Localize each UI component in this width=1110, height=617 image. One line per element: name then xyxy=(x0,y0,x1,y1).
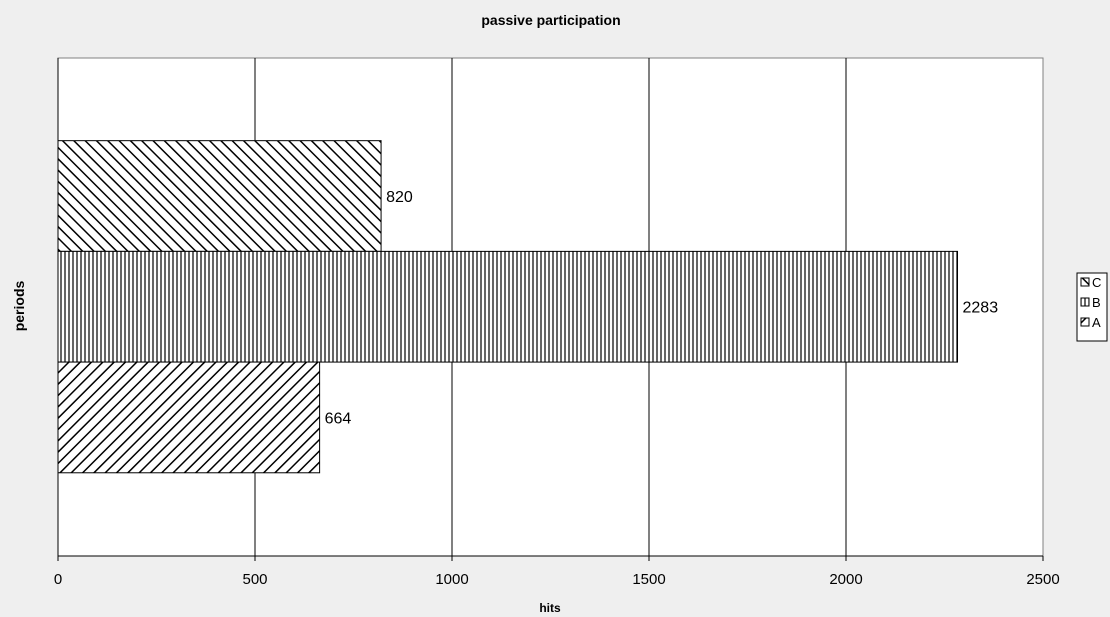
data-label-C: 820 xyxy=(386,189,413,206)
x-tick-label: 2500 xyxy=(1026,571,1059,588)
x-tick-label: 500 xyxy=(242,571,267,588)
bar-C xyxy=(57,140,382,252)
data-labels: 820 2283 664 xyxy=(325,189,999,427)
bars xyxy=(57,140,959,474)
x-axis-ticks: 0 500 1000 1500 2000 2500 xyxy=(54,58,1060,588)
x-tick-label: 0 xyxy=(54,571,62,588)
data-label-B: 2283 xyxy=(963,300,999,317)
bar-B xyxy=(57,250,959,363)
legend-swatch-B xyxy=(1080,297,1090,307)
legend-label-B: B xyxy=(1092,295,1101,310)
y-axis-label: periods xyxy=(11,281,27,332)
chart-title: passive participation xyxy=(481,12,620,28)
legend-label-C: C xyxy=(1092,275,1101,290)
legend: CBA xyxy=(1076,272,1108,342)
x-tick-label: 2000 xyxy=(829,571,862,588)
x-tick-label: 1000 xyxy=(435,571,468,588)
x-tick-label: 1500 xyxy=(632,571,665,588)
legend-swatch-A xyxy=(1080,317,1090,327)
legend-swatch-C xyxy=(1080,277,1090,287)
bar-A xyxy=(57,361,321,474)
x-axis-label: hits xyxy=(539,601,561,615)
legend-label-A: A xyxy=(1092,315,1101,330)
legend-items: CBA xyxy=(1080,275,1101,330)
data-label-A: 664 xyxy=(325,410,352,427)
